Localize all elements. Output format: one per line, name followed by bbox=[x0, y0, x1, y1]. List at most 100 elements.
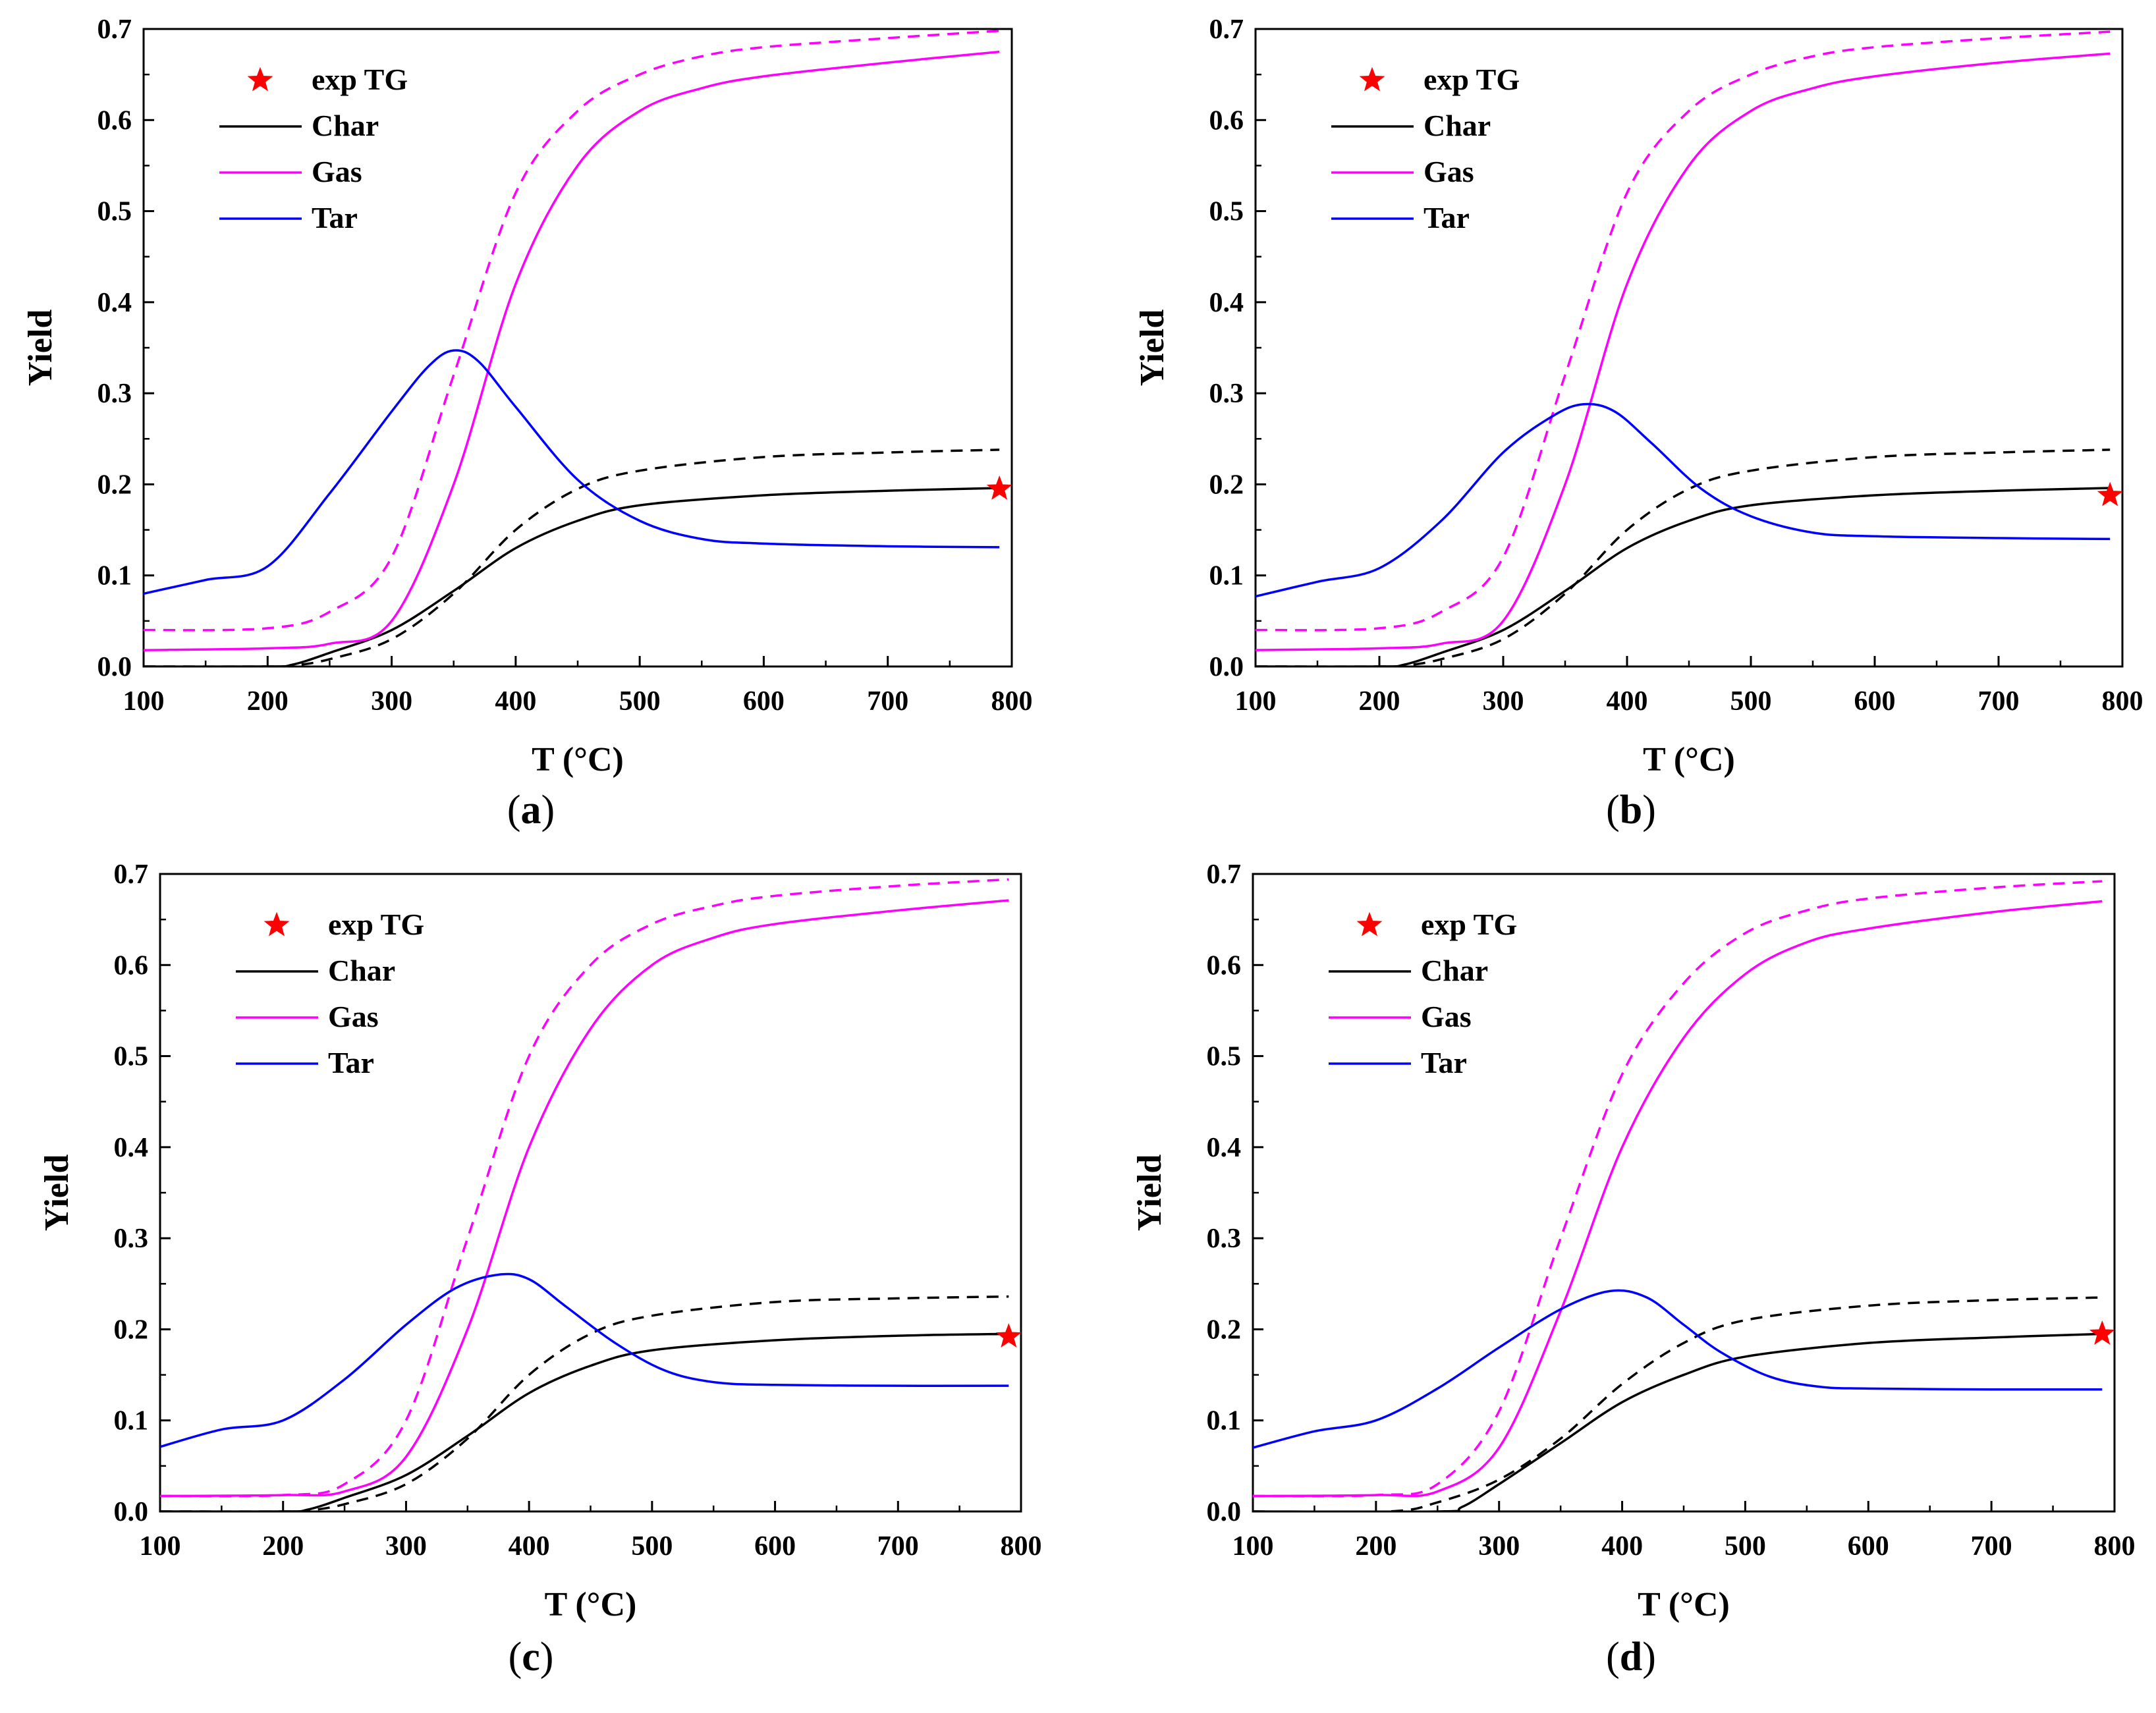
legend-marker-exp-tg bbox=[247, 67, 273, 92]
legend-marker-exp-tg bbox=[263, 911, 290, 937]
series-line-char-dashed bbox=[1256, 449, 2111, 666]
x-tick-label: 700 bbox=[867, 686, 908, 717]
x-tick-label: 500 bbox=[1725, 1531, 1766, 1562]
caption-paren-close: ) bbox=[1642, 1635, 1656, 1679]
x-tick-label: 400 bbox=[495, 686, 536, 717]
x-axis-title: T (°C) bbox=[532, 741, 624, 778]
y-tick-label: 0.1 bbox=[97, 561, 132, 591]
plot-frame bbox=[142, 28, 1013, 668]
x-tick-label: 500 bbox=[1730, 686, 1772, 717]
y-tick-label: 0.1 bbox=[1207, 1406, 1242, 1436]
caption-paren-close: ) bbox=[540, 1635, 554, 1679]
panel-caption: (d) bbox=[1606, 1635, 1656, 1679]
y-tick-label: 0.1 bbox=[114, 1406, 149, 1436]
y-tick-label: 0.7 bbox=[1207, 859, 1242, 890]
legend-label: exp TG bbox=[312, 63, 408, 96]
legend-marker-exp-tg bbox=[1359, 67, 1385, 92]
series-line-gas bbox=[144, 50, 1000, 651]
plot-frame bbox=[1254, 28, 2124, 668]
x-tick-label: 600 bbox=[754, 1531, 796, 1562]
x-axis-title: T (°C) bbox=[545, 1586, 637, 1623]
series-line-gas-dashed bbox=[144, 30, 1000, 632]
legend-label: Tar bbox=[328, 1046, 374, 1079]
x-tick-label: 500 bbox=[631, 1531, 673, 1562]
x-tick-label: 100 bbox=[1232, 1531, 1274, 1562]
chart-panel-c: 100 200 300 400 500 600 700 800 0.0 0.1 0.2 0.3 0.4 0… bbox=[38, 859, 1042, 1623]
x-tick-label: 800 bbox=[1001, 1531, 1042, 1562]
series-line-gas bbox=[1256, 52, 2111, 651]
caption-paren-close: ) bbox=[541, 788, 555, 832]
legend-marker-exp-tg bbox=[1356, 911, 1383, 937]
series-line-char bbox=[1253, 1332, 2103, 1511]
plot-frame bbox=[1252, 873, 2116, 1513]
x-tick-label: 500 bbox=[619, 686, 661, 717]
legend-label: Gas bbox=[1421, 1000, 1472, 1033]
y-axis-title: Yield bbox=[1131, 1155, 1169, 1232]
legend: exp TG Char Gas Tar bbox=[236, 908, 424, 1079]
y-tick-label: 0.4 bbox=[1207, 1133, 1242, 1163]
y-tick-label: 0.3 bbox=[114, 1224, 149, 1254]
y-tick-label: 0.5 bbox=[114, 1042, 149, 1072]
x-tick-label: 200 bbox=[247, 686, 289, 717]
y-tick-label: 0.3 bbox=[1207, 1224, 1242, 1254]
series-line-gas bbox=[1253, 900, 2103, 1498]
x-tick-label: 100 bbox=[1235, 686, 1277, 717]
series-line-char bbox=[160, 1332, 1009, 1511]
legend-label: exp TG bbox=[328, 908, 424, 941]
x-tick-label: 700 bbox=[1978, 686, 2020, 717]
y-tick-label: 0.0 bbox=[1209, 652, 1244, 682]
y-tick-label: 0.5 bbox=[1209, 197, 1244, 227]
x-tick-label: 600 bbox=[743, 686, 785, 717]
x-tick-label: 300 bbox=[1478, 1531, 1520, 1562]
series-line-gas bbox=[160, 899, 1009, 1498]
plot-frame bbox=[159, 873, 1022, 1513]
y-tick-label: 0.7 bbox=[1209, 14, 1244, 45]
y-tick-label: 0.2 bbox=[1207, 1315, 1242, 1345]
x-tick-label: 800 bbox=[2102, 686, 2143, 717]
legend-label: Char bbox=[1421, 954, 1488, 987]
caption-paren-close: ) bbox=[1642, 788, 1656, 832]
series-line-gas-dashed bbox=[1256, 30, 2111, 632]
series-line-gas-dashed bbox=[160, 878, 1009, 1498]
y-tick-label: 0.6 bbox=[1207, 950, 1242, 981]
y-tick-label: 0.6 bbox=[1209, 105, 1244, 136]
x-tick-label: 800 bbox=[991, 686, 1033, 717]
caption-letter: c bbox=[522, 1635, 540, 1679]
caption-letter: d bbox=[1620, 1635, 1642, 1679]
x-tick-label: 400 bbox=[1607, 686, 1648, 717]
series-line-char bbox=[1256, 487, 2111, 666]
x-tick-label: 600 bbox=[1848, 1531, 1889, 1562]
legend-label: Gas bbox=[328, 1000, 379, 1033]
y-tick-label: 0.2 bbox=[114, 1315, 149, 1345]
y-tick-label: 0.0 bbox=[97, 652, 132, 682]
y-tick-label: 0.5 bbox=[1207, 1042, 1242, 1072]
y-axis-title: Yield bbox=[1134, 310, 1171, 387]
exp-tg-point bbox=[2097, 481, 2123, 506]
panel-caption: (a) bbox=[507, 788, 555, 832]
legend: exp TG Char Gas Tar bbox=[1331, 63, 1520, 234]
x-tick-label: 200 bbox=[1355, 1531, 1396, 1562]
legend-label: Gas bbox=[1424, 155, 1474, 188]
y-axis-title: Yield bbox=[38, 1155, 76, 1232]
panel-caption: (b) bbox=[1606, 788, 1656, 832]
series-line-tar bbox=[1253, 1289, 2103, 1449]
series-layer bbox=[160, 878, 1009, 1511]
x-tick-label: 100 bbox=[123, 686, 165, 717]
legend-label: Tar bbox=[312, 201, 358, 234]
series-line-char-dashed bbox=[160, 1295, 1009, 1511]
y-tick-label: 0.4 bbox=[97, 288, 132, 318]
y-tick-label: 0.0 bbox=[114, 1497, 149, 1527]
x-tick-label: 100 bbox=[140, 1531, 181, 1562]
series-line-char-dashed bbox=[1253, 1296, 2103, 1511]
y-tick-label: 0.1 bbox=[1209, 561, 1244, 591]
y-tick-label: 0.2 bbox=[1209, 470, 1244, 500]
exp-tg-point bbox=[986, 475, 1012, 500]
legend-label: Char bbox=[312, 109, 379, 142]
series-layer bbox=[1253, 880, 2103, 1511]
x-tick-label: 300 bbox=[371, 686, 412, 717]
x-tick-label: 400 bbox=[1601, 1531, 1643, 1562]
x-tick-label: 200 bbox=[1359, 686, 1400, 717]
y-tick-label: 0.4 bbox=[114, 1133, 149, 1163]
series-line-tar bbox=[160, 1272, 1009, 1448]
